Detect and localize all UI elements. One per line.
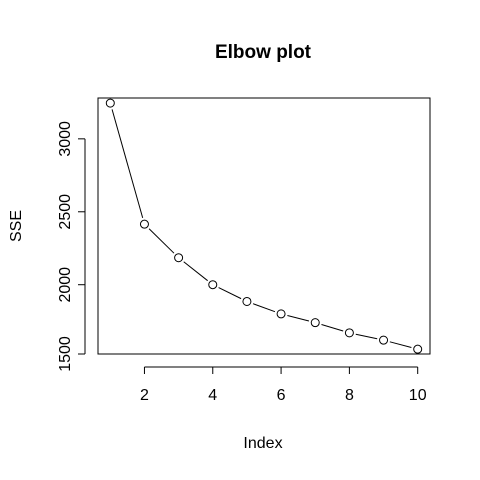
data-point: [277, 310, 285, 318]
y-tick-label: 3000: [57, 121, 74, 157]
series-segment: [149, 229, 174, 253]
data-point: [209, 281, 217, 289]
x-tick-label: 2: [140, 387, 149, 404]
y-axis: 1500 2000 2500 3000: [57, 121, 85, 372]
x-axis: 2 4 6 8 10: [140, 367, 427, 404]
y-tick-label: 1500: [57, 336, 74, 372]
data-point: [106, 99, 114, 107]
series-segment: [321, 324, 343, 330]
data-point: [175, 254, 183, 262]
data-point: [345, 329, 353, 337]
x-tick-label: 8: [345, 387, 354, 404]
data-point: [380, 336, 388, 344]
series-segment: [390, 342, 412, 348]
series-segment: [356, 334, 377, 339]
data-point: [140, 220, 148, 228]
x-tick-label: 6: [277, 387, 286, 404]
x-tick-label: 4: [208, 387, 217, 404]
series-segment: [112, 109, 143, 218]
x-axis-label: Index: [243, 435, 282, 452]
series-segment: [287, 315, 309, 321]
y-tick-label: 2000: [57, 267, 74, 303]
y-tick-label: 2500: [57, 194, 74, 230]
y-axis-label: SSE: [8, 210, 25, 242]
series-segment: [219, 288, 241, 299]
x-tick-label: 10: [409, 387, 427, 404]
series-segment: [184, 262, 208, 281]
data-point: [414, 345, 422, 353]
series-segment: [253, 304, 275, 312]
data-point: [243, 297, 251, 305]
chart-title: Elbow plot: [215, 42, 312, 63]
data-series: [106, 99, 421, 353]
data-point: [311, 319, 319, 327]
